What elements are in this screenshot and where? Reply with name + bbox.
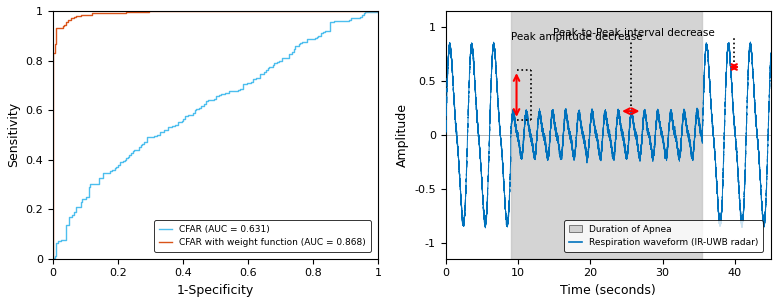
CFAR with weight function (AUC = 0.868)	[76, 13, 86, 16]
Text: Peak-to-Peak interval decrease: Peak-to-Peak interval decrease	[553, 28, 714, 38]
CFAR (AUC = 0.631)	[236, 88, 245, 92]
CFAR (AUC = 0.631)	[325, 26, 335, 30]
Line: CFAR with weight function (AUC = 0.868): CFAR with weight function (AUC = 0.868)	[53, 11, 378, 259]
X-axis label: 1-Specificity: 1-Specificity	[177, 284, 254, 297]
CFAR with weight function (AUC = 0.868)	[303, 9, 313, 13]
Legend: CFAR (AUC = 0.631), CFAR with weight function (AUC = 0.868): CFAR (AUC = 0.631), CFAR with weight fun…	[154, 220, 370, 252]
CFAR with weight function (AUC = 0.868)	[69, 15, 79, 19]
CFAR (AUC = 0.631)	[373, 9, 383, 13]
CFAR with weight function (AUC = 0.868)	[373, 9, 383, 13]
Legend: Duration of Apnea, Respiration waveform (IR-UWB radar): Duration of Apnea, Respiration waveform …	[564, 220, 763, 252]
Line: CFAR (AUC = 0.631): CFAR (AUC = 0.631)	[53, 11, 378, 259]
CFAR (AUC = 0.631)	[299, 40, 308, 44]
Y-axis label: Amplitude: Amplitude	[396, 103, 408, 167]
Bar	[510, 11, 703, 259]
CFAR with weight function (AUC = 0.868)	[48, 195, 58, 199]
CFAR with weight function (AUC = 0.868)	[133, 10, 142, 14]
Y-axis label: Sensitivity: Sensitivity	[7, 102, 20, 168]
CFAR with weight function (AUC = 0.868)	[144, 9, 153, 13]
CFAR (AUC = 0.631)	[373, 9, 383, 13]
CFAR (AUC = 0.631)	[48, 257, 58, 261]
X-axis label: Time (seconds): Time (seconds)	[560, 284, 656, 297]
CFAR with weight function (AUC = 0.868)	[48, 257, 58, 261]
CFAR (AUC = 0.631)	[69, 211, 79, 215]
Text: Peak amplitude decrease: Peak amplitude decrease	[510, 32, 643, 42]
CFAR with weight function (AUC = 0.868)	[260, 9, 269, 13]
CFAR (AUC = 0.631)	[191, 108, 201, 112]
CFAR (AUC = 0.631)	[196, 105, 205, 108]
